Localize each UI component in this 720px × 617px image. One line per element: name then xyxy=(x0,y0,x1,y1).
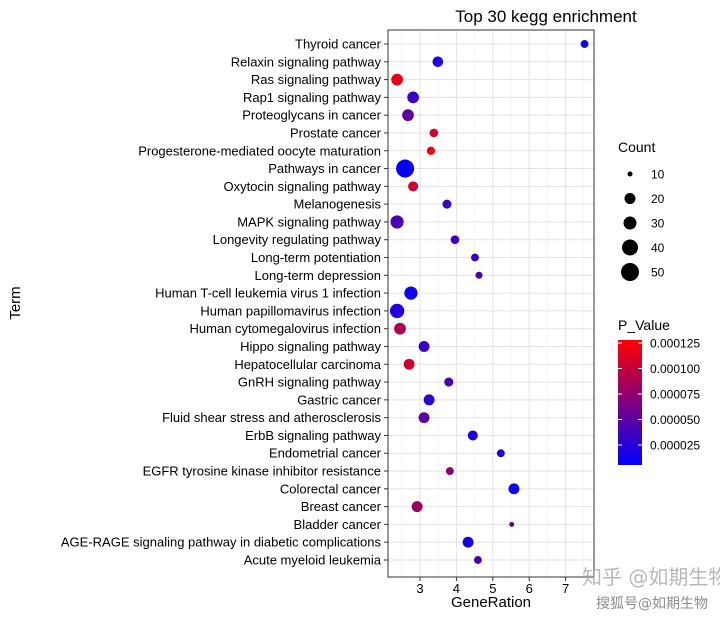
y-tick-label: Long-term potentiation xyxy=(251,250,381,265)
size-legend-label: 40 xyxy=(651,241,665,255)
x-axis-label: GeneRation xyxy=(451,594,531,611)
y-tick-label: Colorectal cancer xyxy=(280,481,382,496)
color-legend-title: P_Value xyxy=(618,317,670,333)
color-legend-label: 0.000100 xyxy=(650,362,700,376)
y-tick-label: Proteoglycans in cancer xyxy=(242,108,381,123)
data-point xyxy=(404,286,418,300)
size-legend-label: 30 xyxy=(651,217,665,231)
y-tick-label: Prostate cancer xyxy=(290,125,382,140)
plot-panel xyxy=(388,30,594,577)
color-legend-bar xyxy=(618,340,642,465)
x-tick-label: 6 xyxy=(526,581,533,596)
data-point xyxy=(403,358,415,370)
x-tick-label: 7 xyxy=(562,581,569,596)
data-point xyxy=(394,322,406,335)
data-point xyxy=(408,181,419,192)
data-point xyxy=(508,483,520,495)
data-point xyxy=(411,501,423,513)
y-tick-label: Melanogenesis xyxy=(294,197,382,212)
y-tick-label: Progesterone-mediated oocyte maturation xyxy=(138,143,381,158)
y-tick-label: Human papillomavirus infection xyxy=(200,303,381,318)
data-point xyxy=(462,536,474,548)
x-tick-label: 5 xyxy=(489,581,496,596)
y-tick-label: Longevity regulating pathway xyxy=(213,232,382,247)
x-tick-label: 4 xyxy=(453,581,460,596)
size-legend-key xyxy=(627,171,633,177)
y-tick-label: Human T-cell leukemia virus 1 infection xyxy=(155,286,381,301)
y-tick-label: Ras signaling pathway xyxy=(251,72,382,87)
data-point xyxy=(471,253,479,262)
data-point xyxy=(444,377,454,387)
y-tick-label: MAPK signaling pathway xyxy=(237,214,381,229)
y-tick-label: AGE-RAGE signaling pathway in diabetic c… xyxy=(61,535,382,550)
data-point xyxy=(445,467,454,475)
data-point xyxy=(407,91,419,104)
size-legend-label: 50 xyxy=(651,266,665,280)
data-point xyxy=(402,109,414,122)
color-legend-label: 0.000125 xyxy=(650,337,700,351)
data-point xyxy=(423,394,435,406)
size-legend-key xyxy=(623,216,637,230)
y-tick-label: GnRH signaling pathway xyxy=(238,375,382,390)
size-legend-key xyxy=(622,239,638,256)
data-point xyxy=(429,128,439,138)
data-point xyxy=(396,159,415,178)
panel-border xyxy=(387,29,595,578)
data-point xyxy=(426,146,436,155)
data-point xyxy=(389,303,405,319)
data-point xyxy=(418,412,430,424)
color-legend-label: 0.000075 xyxy=(650,388,700,402)
y-tick-label: Acute myeloid leukemia xyxy=(244,553,382,568)
y-tick-label: Thyroid cancer xyxy=(295,37,382,52)
data-point xyxy=(509,521,515,527)
x-tick-label: 3 xyxy=(416,581,423,596)
y-tick-label: Pathways in cancer xyxy=(268,161,381,176)
y-axis-label: Term xyxy=(7,286,24,319)
y-tick-label: EGFR tyrosine kinase inhibitor resistanc… xyxy=(143,464,381,479)
size-legend-key xyxy=(624,193,636,204)
data-point xyxy=(467,430,478,441)
color-legend-label: 0.000025 xyxy=(650,439,700,453)
chart-title: Top 30 kegg enrichment xyxy=(455,7,637,26)
data-point xyxy=(473,556,482,564)
size-legend-key xyxy=(621,263,639,281)
y-tick-label: Long-term depression xyxy=(255,268,381,283)
size-legend-title: Count xyxy=(618,139,655,155)
y-tick-label: Relaxin signaling pathway xyxy=(231,54,382,69)
y-tick-label: Oxytocin signaling pathway xyxy=(223,179,381,194)
y-tick-label: Bladder cancer xyxy=(294,517,382,532)
y-tick-label: Hippo signaling pathway xyxy=(240,339,381,354)
y-tick-label: Breast cancer xyxy=(301,499,382,514)
data-point xyxy=(432,56,444,68)
y-tick-label: Rap1 signaling pathway xyxy=(243,90,382,105)
data-point xyxy=(580,40,589,48)
y-tick-label: Human cytomegalovirus infection xyxy=(190,321,381,336)
data-point xyxy=(390,215,404,229)
y-tick-label: ErbB signaling pathway xyxy=(245,428,381,443)
watermark-sohu: 搜狐号@如期生物 xyxy=(596,596,708,612)
size-legend-label: 20 xyxy=(651,192,665,206)
y-tick-label: Endometrial cancer xyxy=(269,446,382,461)
data-point xyxy=(442,199,452,209)
data-point xyxy=(418,341,430,352)
y-tick-label: Gastric cancer xyxy=(297,392,381,407)
y-tick-label: Fluid shear stress and atherosclerosis xyxy=(162,410,381,425)
color-legend-label: 0.000050 xyxy=(650,413,700,427)
data-point xyxy=(450,235,460,245)
data-point xyxy=(496,449,505,458)
size-legend-label: 10 xyxy=(651,168,665,182)
data-point xyxy=(391,73,403,86)
watermark-zhihu: 知乎 @如期生物 xyxy=(582,565,720,589)
data-point xyxy=(475,271,483,279)
y-tick-label: Hepatocellular carcinoma xyxy=(234,357,381,372)
